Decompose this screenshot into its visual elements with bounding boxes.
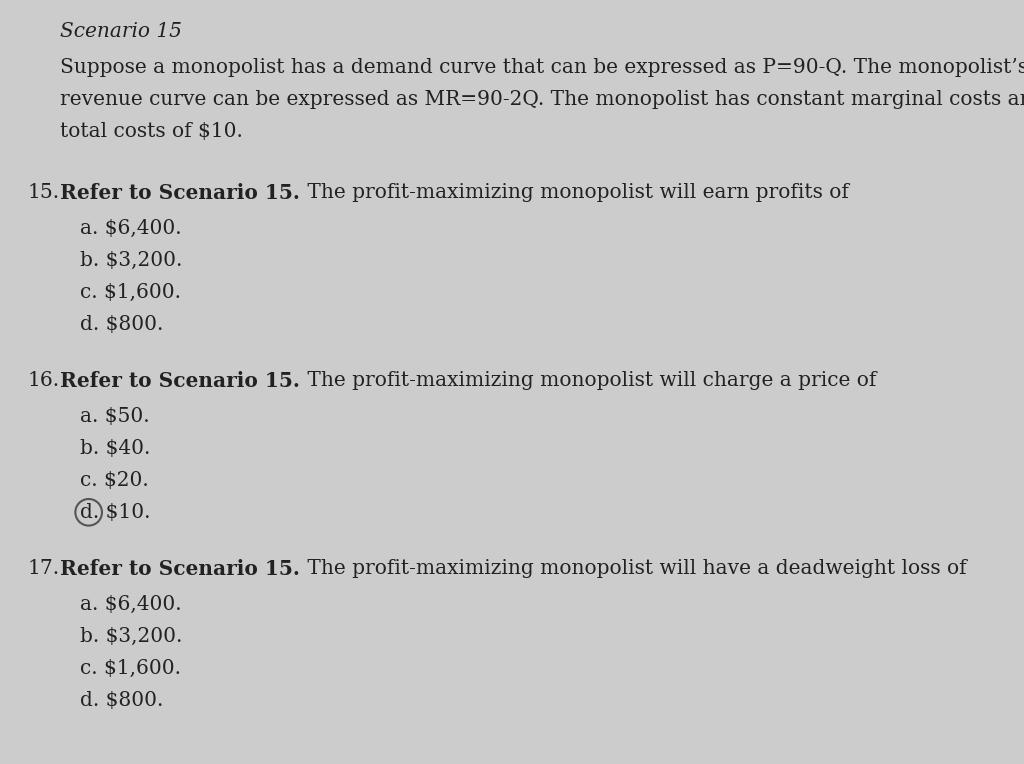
Text: c. $20.: c. $20. [80, 471, 148, 490]
Text: b. $40.: b. $40. [80, 439, 151, 458]
Text: Refer to Scenario 15.: Refer to Scenario 15. [60, 183, 300, 202]
Text: c. $1,600.: c. $1,600. [80, 283, 181, 302]
Text: The profit-maximizing monopolist will charge a price of: The profit-maximizing monopolist will ch… [301, 371, 877, 390]
Text: a. $6,400.: a. $6,400. [80, 219, 181, 238]
Text: b. $3,200.: b. $3,200. [80, 251, 182, 270]
Text: a. $50.: a. $50. [80, 406, 150, 426]
Text: b. $3,200.: b. $3,200. [80, 626, 182, 646]
Text: Scenario 15: Scenario 15 [60, 22, 182, 41]
Text: Refer to Scenario 15.: Refer to Scenario 15. [60, 371, 300, 391]
Text: d. $800.: d. $800. [80, 315, 164, 334]
Text: Refer to Scenario 15.: Refer to Scenario 15. [60, 558, 300, 579]
Text: a. $6,400.: a. $6,400. [80, 595, 181, 613]
Text: 16.: 16. [28, 371, 60, 390]
Text: d. $10.: d. $10. [80, 503, 151, 522]
Text: d. $800.: d. $800. [80, 691, 164, 710]
Text: d.: d. [80, 503, 99, 522]
Text: 17.: 17. [28, 558, 60, 578]
Text: c. $1,600.: c. $1,600. [80, 659, 181, 678]
Text: revenue curve can be expressed as MR=90-2Q. The monopolist has constant marginal: revenue curve can be expressed as MR=90-… [60, 90, 1024, 109]
Text: Suppose a monopolist has a demand curve that can be expressed as P=90-Q. The mon: Suppose a monopolist has a demand curve … [60, 58, 1024, 77]
Text: The profit-maximizing monopolist will have a deadweight loss of: The profit-maximizing monopolist will ha… [301, 558, 967, 578]
Text: total costs of $10.: total costs of $10. [60, 122, 243, 141]
Text: 15.: 15. [28, 183, 60, 202]
Text: The profit-maximizing monopolist will earn profits of: The profit-maximizing monopolist will ea… [301, 183, 849, 202]
